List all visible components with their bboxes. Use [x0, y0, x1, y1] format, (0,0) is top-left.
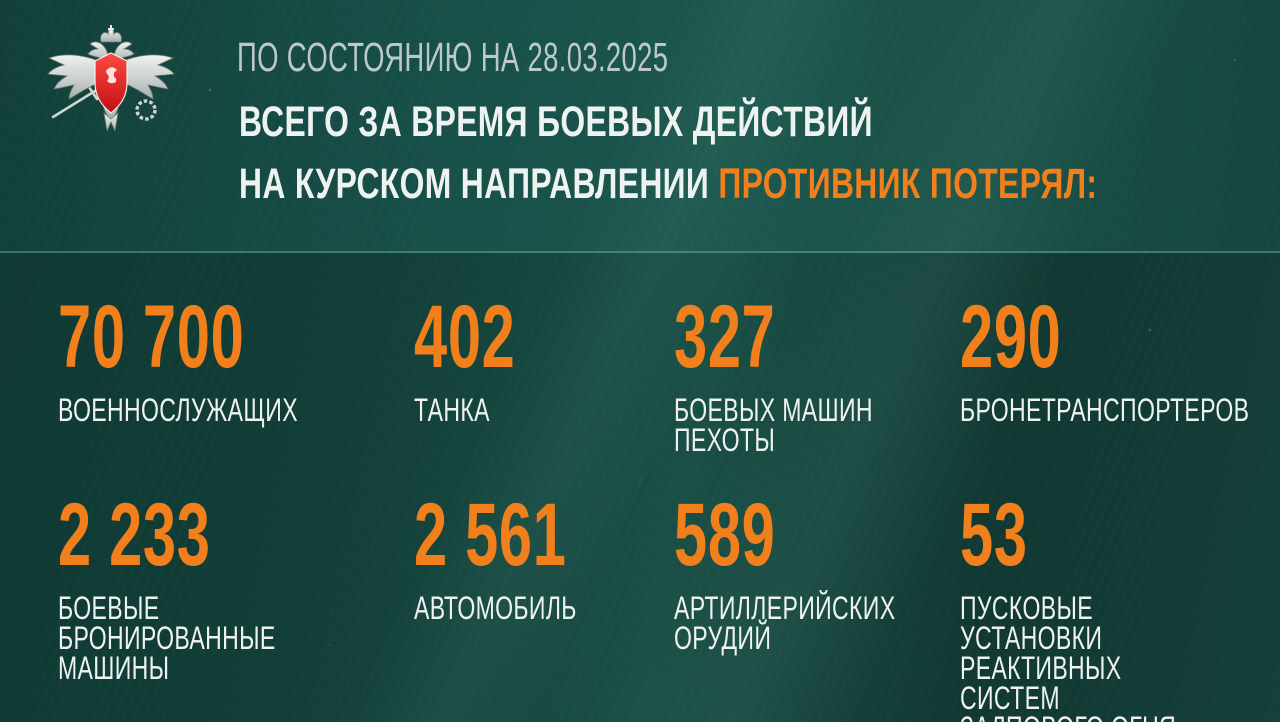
- stat-mlrs-launchers: 53 ПУСКОВЫЕ УСТАНОВКИ РЕАКТИВНЫХ СИСТЕМ …: [960, 490, 1280, 722]
- stat-personnel: 70 700 ВОЕННОСЛУЖАЩИХ: [58, 286, 391, 428]
- stat-value: 290: [960, 286, 1062, 386]
- report-date: ПО СОСТОЯНИЮ НА 28.03.2025: [237, 34, 669, 80]
- stat-value: 53: [960, 484, 1028, 584]
- stat-label: БРОНЕТРАНСПОРТЕРОВ: [960, 392, 1250, 428]
- stat-label: ВОЕННОСЛУЖАЩИХ: [58, 392, 298, 428]
- stat-value: 589: [674, 484, 776, 584]
- stat-value: 70 700: [58, 286, 245, 386]
- stat-infantry-fighting-vehicles: 327 БОЕВЫХ МАШИН ПЕХОТЫ: [674, 286, 950, 458]
- mod-eagle-emblem: [47, 25, 175, 133]
- stat-vehicles: 2 561 АВТОМОБИЛЬ: [414, 484, 642, 626]
- shield-figure: [106, 67, 117, 84]
- title-line2-white: НА КУРСКОМ НАПРАВЛЕНИИ: [239, 160, 710, 208]
- header-band: [0, 0, 1280, 253]
- stat-label: БОЕВЫЕ БРОНИРОВАННЫЕ МАШИНЫ: [58, 590, 276, 686]
- crown-icon: [100, 25, 122, 43]
- stat-armored-combat-vehicles: 2 233 БОЕВЫЕ БРОНИРОВАННЫЕ МАШИНЫ: [58, 484, 360, 686]
- stat-label: ТАНКА: [414, 392, 490, 428]
- eagle-tail: [103, 111, 119, 133]
- stat-value: 2 561: [414, 484, 567, 584]
- stat-value: 327: [674, 286, 776, 386]
- stat-label: АВТОМОБИЛЬ: [414, 590, 577, 626]
- title-line2-highlight: ПРОТИВНИК ПОТЕРЯЛ:: [718, 160, 1098, 208]
- title-line2: НА КУРСКОМ НАПРАВЛЕНИИ ПРОТИВНИК ПОТЕРЯЛ…: [239, 163, 1097, 206]
- stat-armored-personnel-carriers: 290 БРОНЕТРАНСПОРТЕРОВ: [960, 286, 1280, 428]
- wreath-icon: [135, 99, 157, 121]
- stat-tanks: 402 ТАНКА: [414, 286, 566, 428]
- stat-artillery-guns: 589 АРТИЛЛЕРИЙСКИХ ОРУДИЙ: [674, 484, 982, 656]
- stat-value: 402: [414, 286, 516, 386]
- eagle-right-wing: [114, 54, 175, 100]
- eagle-left-wing: [47, 54, 108, 100]
- title-line1: ВСЕГО ЗА ВРЕМЯ БОЕВЫХ ДЕЙСТВИЙ: [239, 98, 873, 146]
- stat-label: БОЕВЫХ МАШИН ПЕХОТЫ: [674, 392, 873, 458]
- stat-label: АРТИЛЛЕРИЙСКИХ ОРУДИЙ: [674, 590, 896, 656]
- stat-label: ПУСКОВЫЕ УСТАНОВКИ РЕАКТИВНЫХ СИСТЕМ ЗАЛ…: [960, 590, 1176, 722]
- stat-value: 2 233: [58, 484, 211, 584]
